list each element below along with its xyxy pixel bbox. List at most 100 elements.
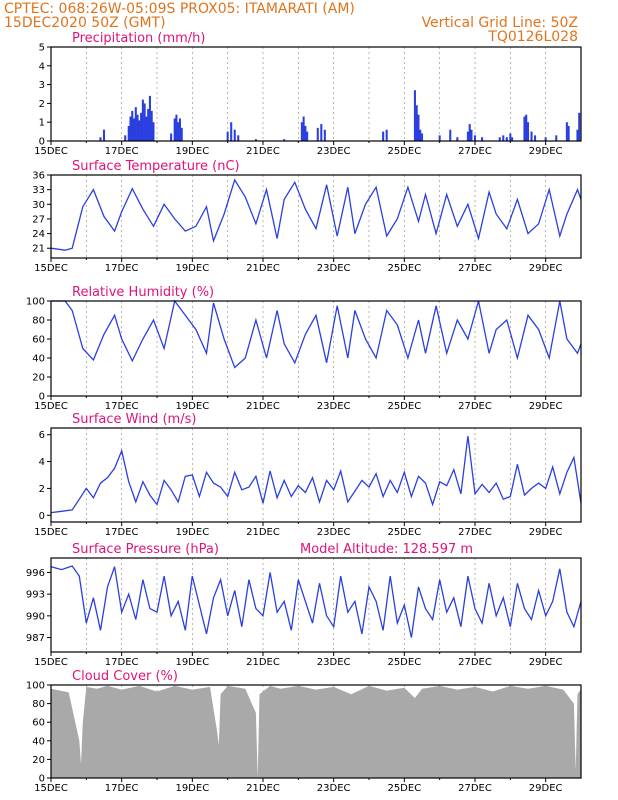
y-tick-label: 1 — [39, 118, 45, 129]
precip-bar — [382, 131, 385, 141]
precip-bar — [131, 110, 134, 141]
precip-bar — [505, 137, 508, 141]
x-tick-label: 21DEC — [246, 783, 280, 794]
header-date: 15DEC2020 50Z (GMT) — [4, 15, 166, 31]
x-tick-label: 27DEC — [458, 783, 492, 794]
x-tick-label: 27DEC — [458, 657, 492, 668]
header-gridline-note: Vertical Grid Line: 50Z — [422, 15, 578, 31]
precip-bar — [530, 131, 533, 141]
precip-bar — [511, 137, 514, 141]
y-tick-label: 80 — [32, 316, 45, 327]
y-tick-label: 987 — [26, 633, 45, 644]
precip-bar — [134, 107, 137, 141]
panel-cloud: 0 20 40 60 80 100 15DEC 17DEC 19DEC 21DEC 23DEC 25D… — [26, 669, 582, 794]
panel-temp: 21 24 27 30 33 36 15DEC 17DEC 19DEC 21DEC 23DEC 25D… — [32, 159, 582, 274]
x-tick-label: 15DEC — [34, 527, 68, 538]
precip-bar — [306, 131, 309, 141]
y-tick-label: 60 — [32, 718, 45, 729]
precip-bar — [300, 122, 303, 141]
precip-bar — [177, 122, 180, 141]
x-tick-label: 29DEC — [529, 527, 563, 538]
precip-bar — [576, 129, 579, 141]
y-tick-label: 990 — [26, 611, 45, 622]
plot-frame — [50, 557, 582, 653]
panel-title: Cloud Cover (%) — [72, 669, 178, 684]
precip-bar — [466, 131, 469, 141]
x-tick-label: 23DEC — [317, 146, 351, 157]
x-tick-label: 17DEC — [105, 527, 139, 538]
y-tick-label: 3 — [39, 80, 45, 91]
x-tick-label: 15DEC — [34, 783, 68, 794]
header-location: CPTEC: 068:26W-05:09S PROX05: ITAMARATI … — [4, 1, 355, 17]
precip-bar — [470, 129, 473, 141]
panel-pressure: 987 990 993 996 15DEC 17DEC 19DEC 21DEC 23DEC 25D… — [26, 542, 582, 668]
y-tick-label: 0 — [39, 392, 45, 403]
x-tick-label: 21DEC — [246, 527, 280, 538]
precip-bar — [468, 124, 471, 141]
y-tick-label: 0 — [39, 511, 45, 522]
precip-bar — [140, 112, 143, 141]
precip-bar — [178, 118, 181, 141]
y-tick-label: 40 — [32, 736, 45, 747]
precip-bar — [170, 133, 173, 141]
x-tick-label: 21DEC — [246, 146, 280, 157]
precip-bar — [555, 135, 558, 141]
precip-bar — [316, 127, 319, 141]
y-tick-label: 2 — [39, 99, 45, 110]
x-tick-label: 29DEC — [529, 263, 563, 274]
y-tick-label: 4 — [39, 457, 45, 468]
panel-rh: 0 20 40 60 80 100 15DEC 17DEC 19DEC 21DEC 23DEC 25D… — [26, 285, 582, 412]
y-tick-label: 21 — [32, 244, 45, 255]
y-tick-label: 993 — [26, 590, 45, 601]
panel-title: Precipitation (mm/h) — [72, 31, 205, 46]
x-tick-label: 29DEC — [529, 657, 563, 668]
y-tick-label: 40 — [32, 354, 45, 365]
x-tick-label: 23DEC — [317, 527, 351, 538]
precip-bar — [102, 129, 106, 141]
y-tick-label: 0 — [39, 137, 45, 148]
y-tick-label: 27 — [32, 214, 45, 225]
precip-bar — [502, 135, 505, 141]
x-tick-label: 15DEC — [34, 146, 68, 157]
panel-wind: 0 2 4 6 15DEC 17DEC 19DEC 21DEC 23DEC 25DEC 27DEC 2… — [34, 412, 582, 538]
cloud-cover-area — [51, 685, 581, 778]
precip-bar — [152, 122, 155, 141]
precip-bar — [534, 135, 537, 141]
precip-bar — [150, 110, 153, 141]
y-tick-label: 2 — [39, 484, 45, 495]
y-tick-label: 0 — [39, 774, 45, 785]
x-tick-label: 29DEC — [529, 146, 563, 157]
precip-bar — [544, 137, 547, 141]
precip-bar — [481, 137, 484, 141]
precip-bar — [323, 129, 326, 141]
precip-bar — [413, 90, 416, 141]
x-tick-label: 29DEC — [529, 401, 563, 412]
x-tick-label: 25DEC — [387, 657, 421, 668]
rh-series-line — [51, 299, 582, 369]
precip-bar — [237, 135, 240, 141]
y-tick-label: 20 — [32, 755, 45, 766]
panel-title: Surface Wind (m/s) — [72, 412, 196, 427]
y-tick-label: 80 — [32, 699, 45, 710]
x-tick-label: 27DEC — [458, 527, 492, 538]
x-tick-label: 27DEC — [458, 263, 492, 274]
x-tick-label: 25DEC — [387, 783, 421, 794]
precip-bar — [136, 114, 139, 141]
precip-bar — [523, 116, 526, 141]
pressure-series-line — [50, 565, 582, 638]
y-tick-label: 36 — [32, 171, 45, 182]
plot-frame — [50, 174, 582, 259]
precip-bar — [415, 105, 418, 141]
x-tick-label: 17DEC — [105, 146, 139, 157]
precip-bar — [417, 114, 420, 141]
precip-bar — [99, 137, 102, 141]
plot-frame — [50, 427, 582, 523]
header-model-id: TQ0126L028 — [487, 29, 578, 45]
precip-bar — [419, 129, 422, 141]
precip-bar — [127, 125, 130, 141]
wind-series-line — [50, 436, 582, 514]
precip-bar — [302, 116, 305, 141]
x-tick-label: 29DEC — [529, 783, 563, 794]
precip-bar — [525, 114, 528, 141]
